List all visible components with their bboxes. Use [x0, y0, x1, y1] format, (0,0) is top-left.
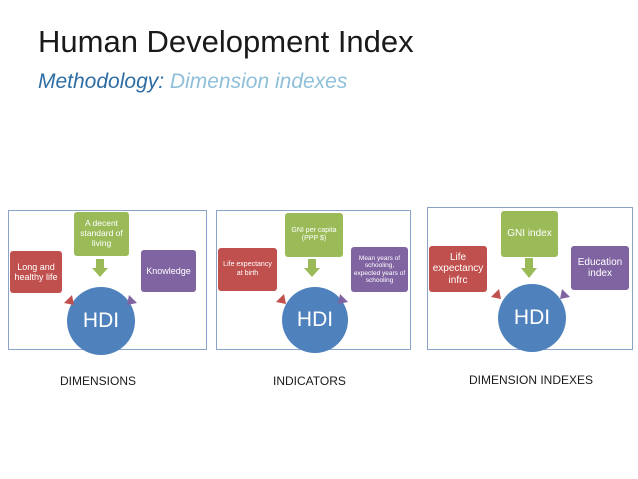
hdi-circle: HDI: [67, 287, 135, 355]
caption-indicators: INDICATORS: [273, 374, 346, 388]
hdi-circle: HDI: [498, 284, 566, 352]
panel-dimensions: Long and healthy life A decent standard …: [8, 210, 207, 355]
page-title: Human Development Index: [38, 24, 414, 59]
box-decent-standard-of-living: A decent standard of living: [74, 212, 129, 256]
box-gni-index: GNI index: [501, 211, 558, 257]
box-education-index: Education index: [571, 246, 629, 290]
panel-dimension-indexes: Life expectancy infrc GNI index Educatio…: [427, 207, 633, 352]
arrow-down-icon: [304, 259, 320, 277]
box-life-expectancy-index: Life expectancy infrc: [429, 246, 487, 292]
arrow-right-icon: [273, 291, 286, 304]
box-mean-years-schooling: Mean years of schooling, expected years …: [351, 247, 408, 292]
arrow-right-icon: [61, 292, 74, 305]
caption-dimension-indexes: DIMENSION INDEXES: [469, 373, 594, 387]
box-long-healthy-life: Long and healthy life: [10, 251, 62, 293]
hdi-circle: HDI: [282, 287, 348, 353]
box-gni-per-capita: GNI per capita (PPP $): [285, 213, 343, 257]
panel-indicators: Life expectancy at birth GNI per capita …: [216, 210, 411, 353]
arrow-down-icon: [92, 259, 108, 277]
box-knowledge: Knowledge: [141, 250, 196, 292]
arrow-right-icon: [488, 286, 501, 299]
caption-dimensions: DIMENSIONS: [60, 374, 137, 388]
subtitle-methodology: Methodology:: [38, 70, 165, 93]
page-subtitle: Methodology: Dimension indexes: [38, 70, 347, 94]
arrow-down-icon: [521, 258, 537, 278]
arrow-left-icon: [338, 291, 351, 304]
box-life-expectancy-at-birth: Life expectancy at birth: [218, 248, 277, 291]
arrow-left-icon: [127, 292, 140, 305]
arrow-left-icon: [560, 286, 573, 299]
subtitle-dimension-indexes: Dimension indexes: [164, 70, 348, 93]
